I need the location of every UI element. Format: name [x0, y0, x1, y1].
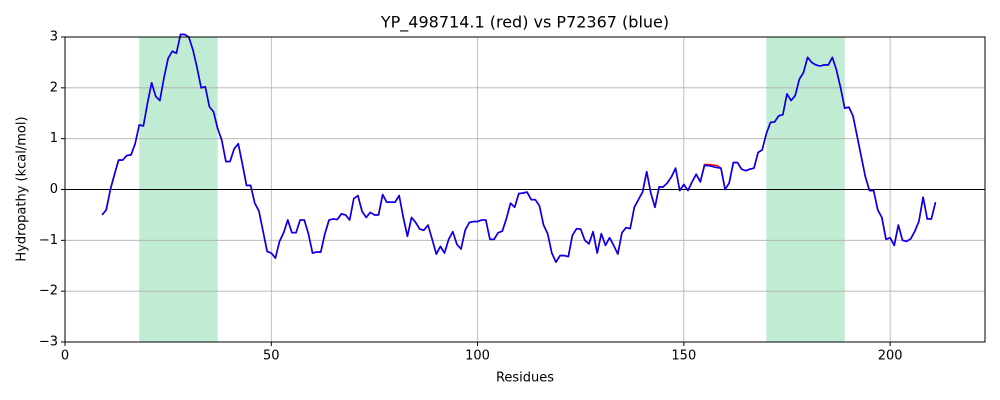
chart-title: YP_498714.1 (red) vs P72367 (blue) — [380, 13, 669, 33]
x-tick-label: 0 — [61, 349, 69, 364]
x-tick-label: 150 — [671, 349, 696, 364]
x-axis-label: Residues — [496, 371, 554, 386]
y-tick-label: 3 — [50, 30, 58, 45]
y-tick-label: 1 — [50, 131, 58, 146]
y-tick-label: 2 — [50, 80, 58, 95]
y-axis-label: Hydropathy (kcal/mol) — [15, 116, 30, 261]
x-tick-label: 50 — [263, 349, 280, 364]
y-tick-label: 0 — [50, 182, 58, 197]
x-tick-label: 100 — [465, 349, 490, 364]
y-tick-label: −2 — [39, 284, 58, 299]
y-tick-label: −1 — [39, 233, 58, 248]
x-tick-label: 200 — [878, 349, 903, 364]
plot-frame — [64, 36, 986, 343]
data-line — [101, 33, 937, 263]
y-tick-label: −3 — [39, 335, 58, 350]
